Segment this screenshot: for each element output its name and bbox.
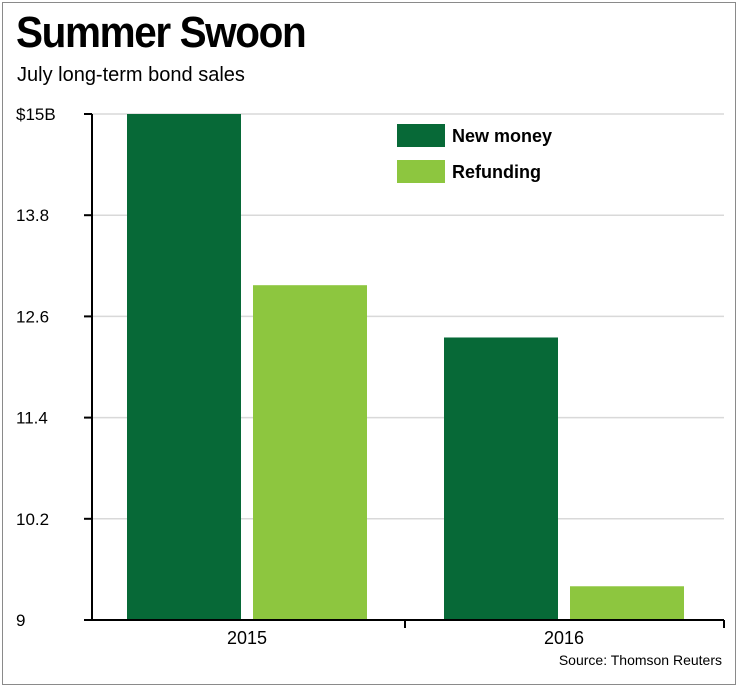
x-tick-label: 2015 xyxy=(227,628,267,648)
bar-new-money-2015 xyxy=(127,114,241,620)
chart-subtitle: July long-term bond sales xyxy=(17,64,245,86)
tick-labels: 9 10.2 11.4 12.6 13.8 $15B 2015 2016 xyxy=(16,105,584,648)
legend: New money Refunding xyxy=(397,124,552,183)
y-tick-label: 10.2 xyxy=(16,510,49,529)
y-tick-label: 13.8 xyxy=(16,206,49,225)
legend-swatch-new-money xyxy=(397,124,445,147)
axes xyxy=(84,113,725,628)
bars xyxy=(127,114,684,620)
y-tick-label: 11.4 xyxy=(16,409,48,428)
legend-label: Refunding xyxy=(452,162,541,182)
y-tick-label: 9 xyxy=(16,611,25,630)
source-note: Source: Thomson Reuters xyxy=(558,652,722,668)
legend-label: New money xyxy=(452,126,552,146)
y-tick-label: $15B xyxy=(16,105,56,124)
bar-refunding-2015 xyxy=(253,285,367,620)
bar-refunding-2016 xyxy=(570,586,684,620)
bar-new-money-2016 xyxy=(444,337,558,620)
chart-title: Summer Swoon xyxy=(16,8,307,57)
y-tick-label: 12.6 xyxy=(16,307,49,326)
legend-swatch-refunding xyxy=(397,160,445,183)
x-tick-label: 2016 xyxy=(544,628,584,648)
